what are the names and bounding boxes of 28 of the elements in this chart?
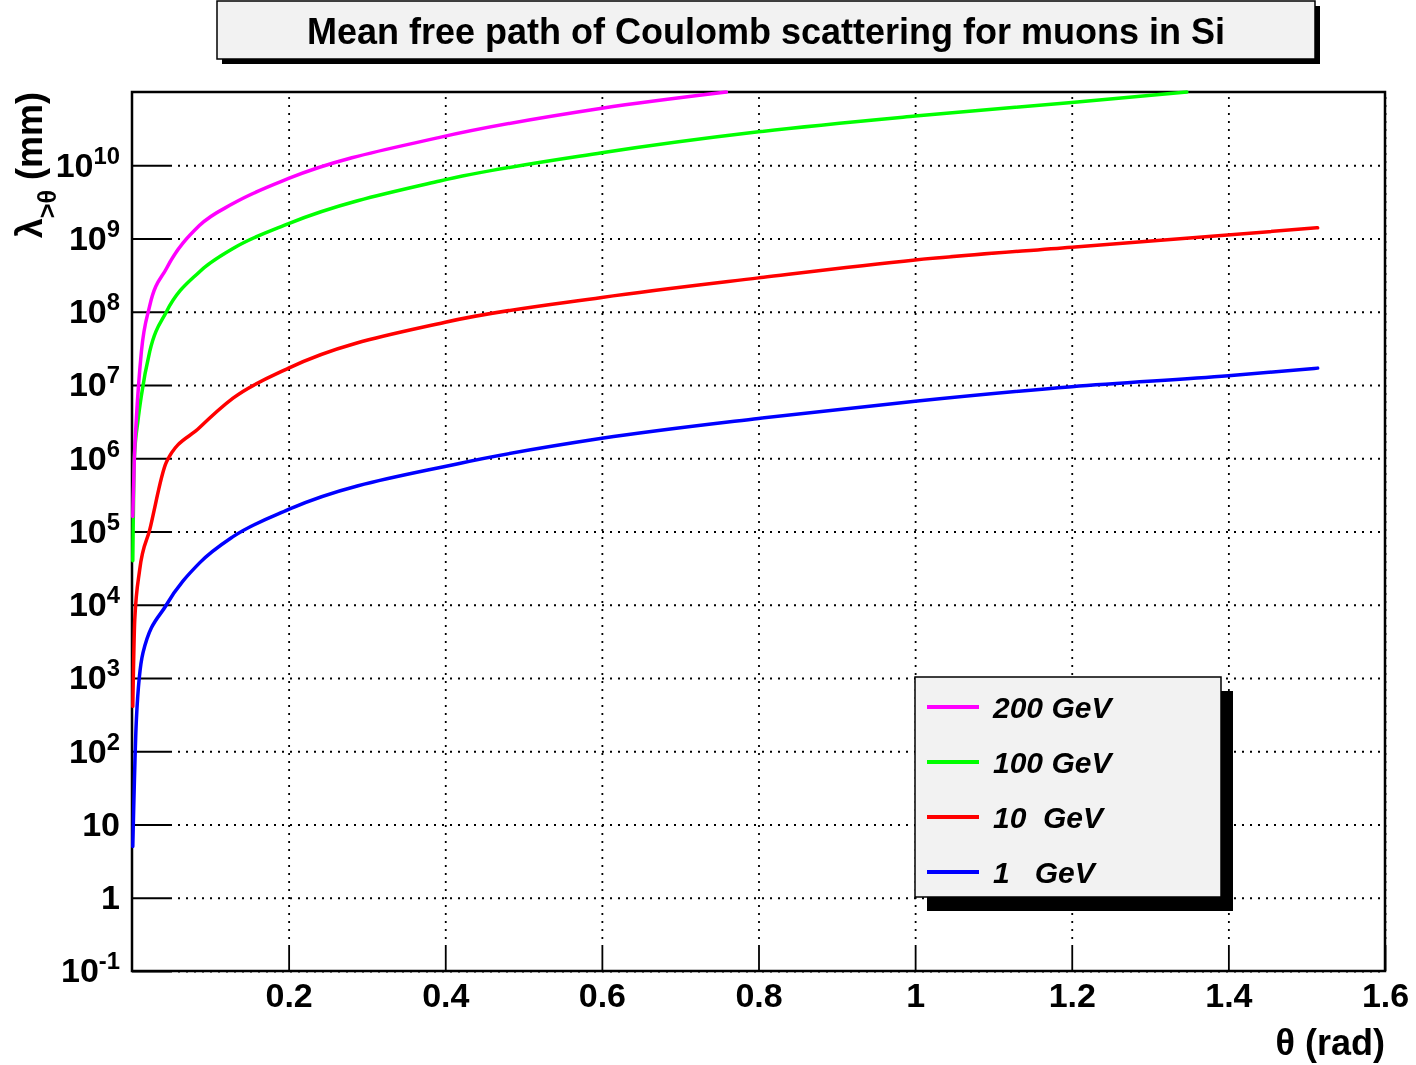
- x-tick-label: 0.8: [735, 976, 783, 1015]
- y-tick-label: 10$^{5}$: [68, 507, 120, 550]
- x-tick-label: 1.2: [1048, 976, 1096, 1015]
- x-tick-label: 1.6: [1361, 976, 1410, 1015]
- line-series: [131, 90, 729, 519]
- y-tick-label: 10$^{6}$: [68, 434, 120, 477]
- y-tick-label: 10$^{8}$: [68, 287, 120, 331]
- y-tick-label: 10$^{3}$: [68, 653, 120, 697]
- y-tick-label: 10: [82, 804, 120, 843]
- x-tick-label: 1: [906, 976, 926, 1015]
- line-series: [131, 366, 1320, 849]
- y-tick-label: 10$^{7}$: [68, 360, 120, 404]
- x-tick-label: 0.2: [265, 976, 313, 1015]
- line-series: [131, 90, 1189, 563]
- x-tick-label: 1.4: [1205, 976, 1253, 1015]
- y-tick-label: 10$^{4}$: [68, 580, 121, 624]
- legend-label: 200 GeV: [992, 691, 1115, 724]
- chart-title: Mean free path of Coulomb scattering for muons in Si: [306, 11, 1226, 52]
- legend-label: 10 GeV: [993, 801, 1107, 834]
- legend-label: 100 GeV: [993, 746, 1115, 779]
- x-tick-label: 0.4: [422, 976, 470, 1015]
- y-tick-label: 10$^{-1}$: [61, 946, 120, 990]
- x-axis-title: θ (rad): [1275, 1022, 1385, 1063]
- x-tick-label: 0.6: [578, 976, 627, 1015]
- legend-label: 1 GeV: [993, 856, 1098, 889]
- y-tick-label: 10$^{2}$: [68, 727, 120, 770]
- y-tick-label: 10$^{9}$: [68, 214, 120, 257]
- y-tick-label: 1: [101, 878, 120, 917]
